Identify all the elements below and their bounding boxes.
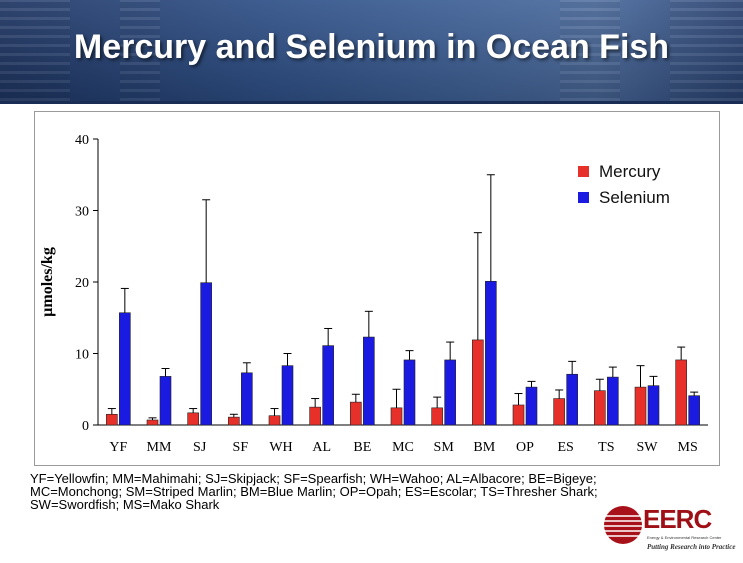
bar-selenium-mm — [159, 376, 172, 426]
x-tick-label-wh: WH — [269, 440, 292, 455]
abbreviation-footnote: YF=Yellowfin; MM=Mahimahi; SJ=Skipjack; … — [30, 471, 598, 512]
x-tick-label-sw: SW — [637, 440, 659, 455]
bar-selenium-sm — [444, 359, 456, 426]
bar-mercury-mc — [390, 407, 403, 426]
bar-selenium-es — [566, 373, 578, 426]
bar-chart: 0 10 20 30 40 µmoles/kg YF MM SJ SF WH AL BE MC SM BM OP… — [39, 133, 708, 455]
x-tick-label-sj: SJ — [193, 440, 207, 455]
bar-mercury-sw — [634, 386, 647, 426]
legend-label-selenium: Selenium — [599, 188, 670, 207]
bar-mercury-es — [553, 398, 565, 426]
bar-selenium-sf — [241, 372, 253, 426]
chart-frame — [34, 111, 720, 466]
x-tick-label-mm: MM — [147, 440, 172, 455]
x-tick-label-mc: MC — [392, 440, 414, 455]
bar-mercury-sf — [228, 416, 240, 426]
bar-selenium-bm — [485, 280, 497, 426]
y-tick-label: 10 — [75, 348, 89, 363]
bar-selenium-sj — [200, 282, 212, 426]
globe-icon — [604, 506, 642, 544]
bar-mercury-sm — [431, 407, 443, 426]
slide-title: Mercury and Selenium in Ocean Fish — [73, 28, 670, 66]
bar-selenium-mc — [403, 359, 416, 426]
x-tick-label-sm: SM — [434, 440, 455, 455]
bar-mercury-be — [350, 401, 362, 426]
bar-selenium-al — [322, 345, 334, 426]
bar-selenium-yf — [119, 312, 131, 426]
x-tick-label-be: BE — [353, 440, 371, 455]
bar-selenium-ms — [688, 395, 700, 426]
x-tick-label-sf: SF — [233, 440, 249, 455]
bar-selenium-sw — [647, 385, 660, 426]
bar-selenium-ts — [607, 376, 619, 426]
y-tick-label: 20 — [75, 276, 89, 291]
bar-mercury-bm — [472, 339, 484, 426]
bar-mercury-yf — [106, 413, 118, 426]
x-tick-label-bm: BM — [473, 440, 495, 455]
bar-selenium-wh — [281, 365, 294, 426]
logo-subtitle: Energy & Environmental Research Center — [647, 535, 722, 540]
bar-selenium-op — [525, 386, 538, 426]
logo-name: EERC — [643, 504, 712, 534]
legend-label-mercury: Mercury — [599, 162, 661, 181]
x-tick-label-ms: MS — [678, 440, 698, 455]
legend-swatch-mercury — [578, 166, 589, 177]
y-tick-label: 40 — [75, 133, 89, 148]
bar-mercury-sj — [187, 412, 199, 426]
bar-selenium-be — [363, 336, 375, 426]
bar-mercury-al — [309, 406, 321, 426]
banner-divider — [0, 101, 743, 104]
bar-mercury-ts — [594, 390, 606, 426]
x-tick-label-es: ES — [557, 440, 573, 455]
title-banner: Mercury and Selenium in Ocean Fish — [0, 0, 743, 101]
y-tick-label: 0 — [82, 419, 89, 434]
x-tick-label-al: AL — [312, 440, 331, 455]
y-tick-label: 30 — [75, 205, 89, 220]
bar-mercury-op — [512, 404, 525, 426]
x-tick-label-yf: YF — [109, 440, 127, 455]
x-tick-label-ts: TS — [598, 440, 614, 455]
bar-mercury-ms — [675, 359, 687, 426]
y-axis-label: µmoles/kg — [39, 247, 56, 317]
bar-mercury-wh — [268, 415, 281, 426]
eerc-logo: EERC Energy & Environmental Research Cen… — [603, 502, 739, 556]
x-tick-label-op: OP — [516, 440, 534, 455]
legend-swatch-selenium — [578, 192, 589, 203]
bar-mercury-mm — [146, 419, 159, 426]
logo-tagline: Putting Research into Practice — [647, 543, 736, 551]
